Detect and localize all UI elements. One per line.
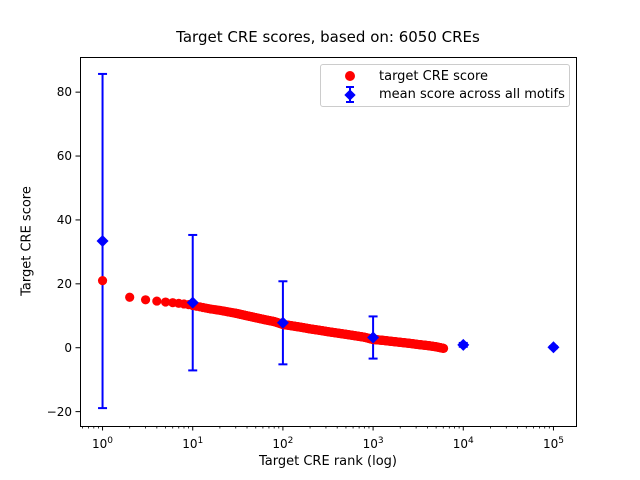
x-axis-label: Target CRE rank (log) — [259, 454, 397, 469]
x-tick-label: 102 — [272, 436, 294, 451]
y-tick-label: 60 — [56, 149, 72, 164]
legend-label: mean score across all motifs — [379, 87, 565, 103]
red-data-point — [438, 343, 449, 353]
red-circle-marker-icon — [321, 71, 379, 82]
blue-mean-diamond — [276, 316, 289, 329]
y-tick-label: 20 — [56, 276, 72, 291]
legend-entry-mean-score: mean score across all motifs — [321, 86, 569, 105]
y-tick-label: 80 — [56, 85, 72, 100]
y-tick-label: 0 — [64, 340, 72, 355]
blue-mean-diamond — [547, 341, 560, 354]
legend-label: target CRE score — [379, 68, 489, 84]
blue-diamond-errorbar-icon — [321, 86, 379, 104]
y-tick-label: 40 — [56, 212, 72, 227]
chart-title: Target CRE scores, based on: 6050 CREs — [176, 28, 480, 46]
red-data-point — [160, 297, 171, 307]
y-tick-label: −20 — [46, 404, 72, 419]
red-data-point — [97, 276, 108, 286]
blue-mean-diamond — [186, 296, 199, 309]
blue-mean-diamond — [96, 235, 109, 248]
x-tick-label: 105 — [542, 436, 564, 451]
x-tick-label: 104 — [452, 436, 474, 451]
blue-mean-diamond — [367, 331, 380, 344]
y-axis-label: Target CRE score — [19, 186, 35, 296]
x-tick-label: 101 — [182, 436, 204, 451]
red-data-point — [125, 292, 135, 302]
legend-entry-target-score: target CRE score — [321, 67, 569, 86]
red-data-point — [152, 296, 162, 306]
blue-mean-diamond — [457, 338, 470, 351]
x-tick-label: 100 — [92, 436, 114, 451]
legend: target CRE score mean score across all m… — [320, 64, 570, 107]
red-data-point — [140, 295, 151, 305]
x-tick-label: 103 — [362, 436, 384, 451]
